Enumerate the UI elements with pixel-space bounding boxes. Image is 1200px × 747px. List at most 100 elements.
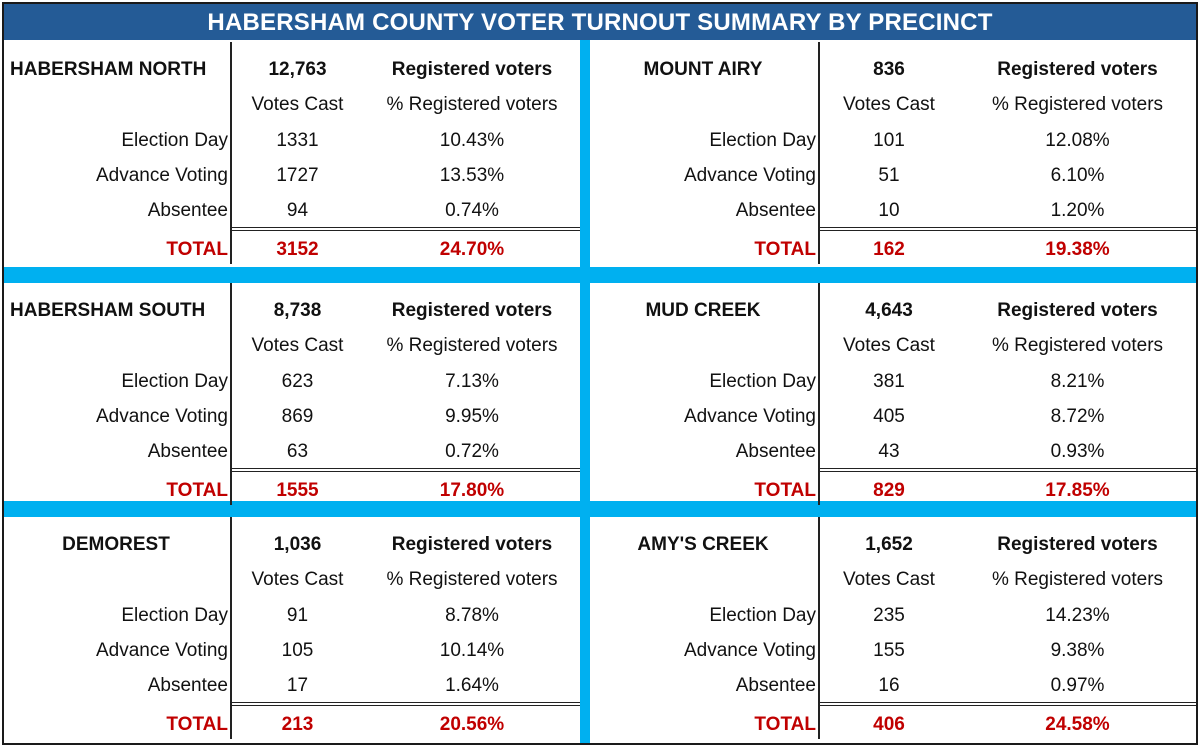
absentee-label: Absentee xyxy=(735,675,816,696)
total-double-rule xyxy=(231,227,580,231)
absentee-label: Absentee xyxy=(735,441,816,462)
election-day-label: Election Day xyxy=(121,605,228,626)
registered-count: 4,643 xyxy=(865,300,913,321)
election-day-row: Election Day 235 14.23% xyxy=(590,598,1196,633)
precinct-header-row: MUD CREEK 4,643 Registered voters xyxy=(590,293,1196,328)
advance-voting-votes: 155 xyxy=(873,640,905,661)
advance-voting-row: Advance Voting 105 10.14% xyxy=(4,633,580,668)
election-day-votes: 101 xyxy=(873,130,905,151)
election-day-label: Election Day xyxy=(121,130,228,151)
advance-voting-row: Advance Voting 155 9.38% xyxy=(590,633,1196,668)
absentee-label: Absentee xyxy=(147,200,228,221)
vertical-separator xyxy=(580,40,590,743)
absentee-pct: 0.74% xyxy=(445,200,499,221)
column-divider xyxy=(818,517,820,739)
pct-registered-header: % Registered voters xyxy=(386,94,558,115)
registered-label: Registered voters xyxy=(391,59,553,80)
election-day-votes: 235 xyxy=(873,605,905,626)
registered-label: Registered voters xyxy=(997,59,1158,80)
total-pct: 19.38% xyxy=(1045,239,1110,260)
advance-voting-pct: 13.53% xyxy=(439,165,505,186)
absentee-row: Absentee 17 1.64% xyxy=(4,668,580,703)
absentee-label: Absentee xyxy=(147,675,228,696)
total-pct: 24.58% xyxy=(1045,714,1110,735)
registered-count: 1,036 xyxy=(273,534,322,555)
precinct-name: AMY'S CREEK xyxy=(637,534,769,555)
absentee-votes: 17 xyxy=(286,675,309,696)
precinct-block-mud-creek: MUD CREEK 4,643 Registered voters Votes … xyxy=(590,283,1196,505)
absentee-votes: 43 xyxy=(878,441,900,462)
precinct-header-row: DEMOREST 1,036 Registered voters xyxy=(4,527,580,562)
precinct-block-amy-s-creek: AMY'S CREEK 1,652 Registered voters Vote… xyxy=(590,517,1196,739)
absentee-votes: 10 xyxy=(878,200,900,221)
votes-cast-header: Votes Cast xyxy=(251,569,344,590)
column-divider xyxy=(818,283,820,505)
precinct-name: MOUNT AIRY xyxy=(643,59,763,80)
pct-registered-header: % Registered voters xyxy=(386,335,558,356)
advance-voting-label: Advance Voting xyxy=(95,165,228,186)
election-day-votes: 381 xyxy=(873,371,905,392)
precinct-block-habersham-south: HABERSHAM SOUTH 8,738 Registered voters … xyxy=(4,283,580,505)
registered-label: Registered voters xyxy=(997,534,1158,555)
total-double-rule xyxy=(819,468,1196,472)
pct-registered-header: % Registered voters xyxy=(991,335,1164,356)
column-header-row: Votes Cast % Registered voters xyxy=(4,562,580,597)
advance-voting-row: Advance Voting 1727 13.53% xyxy=(4,158,580,193)
advance-voting-label: Advance Voting xyxy=(683,406,816,427)
advance-voting-votes: 51 xyxy=(878,165,900,186)
precinct-name: HABERSHAM NORTH xyxy=(10,59,207,80)
total-double-rule xyxy=(819,702,1196,706)
total-label: TOTAL xyxy=(166,714,228,735)
advance-voting-row: Advance Voting 869 9.95% xyxy=(4,399,580,434)
votes-cast-header: Votes Cast xyxy=(251,94,344,115)
registered-label: Registered voters xyxy=(391,300,553,321)
precinct-header-row: HABERSHAM SOUTH 8,738 Registered voters xyxy=(4,293,580,328)
column-header-row: Votes Cast % Registered voters xyxy=(590,328,1196,363)
pct-registered-header: % Registered voters xyxy=(991,569,1164,590)
election-day-pct: 10.43% xyxy=(439,130,505,151)
absentee-pct: 0.93% xyxy=(1050,441,1105,462)
precinct-header-row: HABERSHAM NORTH 12,763 Registered voters xyxy=(4,52,580,87)
registered-label: Registered voters xyxy=(997,300,1158,321)
total-pct: 20.56% xyxy=(439,714,505,735)
advance-voting-label: Advance Voting xyxy=(95,406,228,427)
advance-voting-row: Advance Voting 405 8.72% xyxy=(590,399,1196,434)
absentee-pct: 1.20% xyxy=(1050,200,1105,221)
advance-voting-row: Advance Voting 51 6.10% xyxy=(590,158,1196,193)
column-header-row: Votes Cast % Registered voters xyxy=(4,87,580,122)
precinct-header-row: MOUNT AIRY 836 Registered voters xyxy=(590,52,1196,87)
election-day-row: Election Day 1331 10.43% xyxy=(4,123,580,158)
registered-count: 836 xyxy=(873,59,905,80)
pct-registered-header: % Registered voters xyxy=(386,569,558,590)
election-day-row: Election Day 381 8.21% xyxy=(590,364,1196,399)
absentee-votes: 94 xyxy=(286,200,309,221)
column-divider xyxy=(230,42,232,264)
absentee-row: Absentee 10 1.20% xyxy=(590,193,1196,228)
election-day-pct: 8.78% xyxy=(445,605,499,626)
total-row: TOTAL 829 17.85% xyxy=(590,473,1196,508)
election-day-row: Election Day 623 7.13% xyxy=(4,364,580,399)
election-day-pct: 7.13% xyxy=(445,371,499,392)
sheet-title: HABERSHAM COUNTY VOTER TURNOUT SUMMARY B… xyxy=(4,4,1196,40)
precinct-header-row: AMY'S CREEK 1,652 Registered voters xyxy=(590,527,1196,562)
votes-cast-header: Votes Cast xyxy=(843,335,935,356)
absentee-row: Absentee 16 0.97% xyxy=(590,668,1196,703)
total-double-rule xyxy=(231,702,580,706)
total-double-rule xyxy=(819,227,1196,231)
absentee-pct: 0.72% xyxy=(445,441,499,462)
election-day-row: Election Day 91 8.78% xyxy=(4,598,580,633)
total-pct: 17.85% xyxy=(1045,480,1110,501)
precinct-name: DEMOREST xyxy=(62,534,170,555)
advance-voting-votes: 105 xyxy=(281,640,314,661)
column-divider xyxy=(818,42,820,264)
election-day-label: Election Day xyxy=(709,371,816,392)
registered-count: 12,763 xyxy=(268,59,327,80)
election-day-row: Election Day 101 12.08% xyxy=(590,123,1196,158)
election-day-label: Election Day xyxy=(709,130,816,151)
votes-cast-header: Votes Cast xyxy=(843,569,935,590)
precinct-name: MUD CREEK xyxy=(645,300,761,321)
election-day-pct: 12.08% xyxy=(1045,130,1110,151)
horizontal-separator-2 xyxy=(4,501,1196,517)
precinct-block-mount-airy: MOUNT AIRY 836 Registered voters Votes C… xyxy=(590,42,1196,264)
absentee-pct: 1.64% xyxy=(445,675,499,696)
